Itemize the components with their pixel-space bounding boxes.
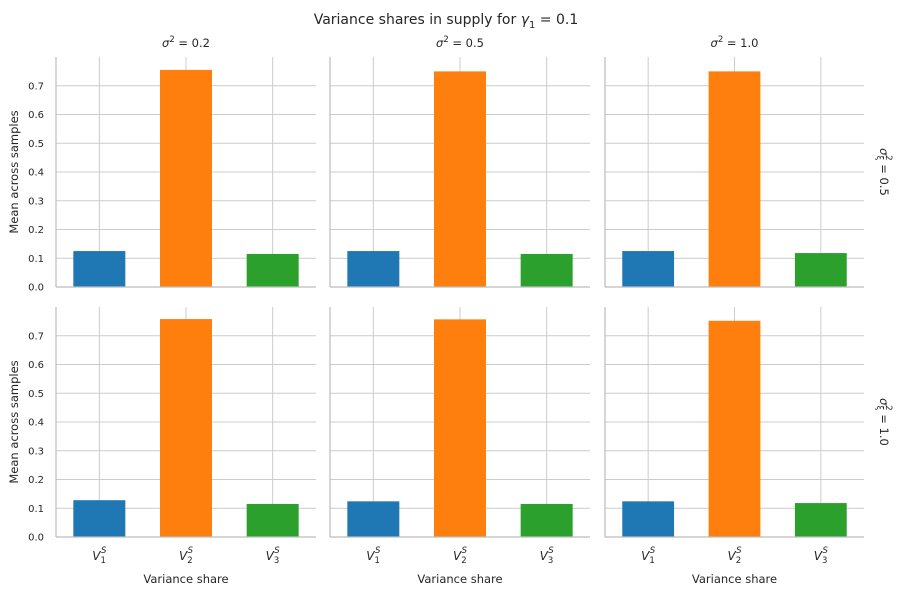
x-tick-label: V3S xyxy=(540,546,555,566)
bar-v-1-s xyxy=(73,500,126,537)
x-tick-label: V2S xyxy=(179,546,194,566)
bar-v-3-s xyxy=(246,253,299,287)
y-tick-label: 0.7 xyxy=(28,81,44,92)
figure-title: Variance shares in supply for γ1 = 0.1 xyxy=(314,12,579,31)
panel-r1-c1: 0.0 0.1 0.2 0.3 0.4 0.5 0.6 0.7 σ2 = 0.2 Mean acr… xyxy=(7,35,316,294)
y-tick-label: 0.6 xyxy=(28,360,44,371)
x-axis-label: Variance share xyxy=(417,572,502,586)
bar-v-3-s xyxy=(246,503,299,537)
y-tick-label: 0.3 xyxy=(28,446,44,457)
y-tick-label: 0.5 xyxy=(28,389,44,400)
bar-v-1-s xyxy=(347,501,400,537)
panels-layer: 0.0 0.1 0.2 0.3 0.4 0.5 0.6 0.7 σ2 = 0.2 Mean acr… xyxy=(7,35,893,586)
y-tick-label: 0.6 xyxy=(28,110,44,121)
x-tick-label: V1S xyxy=(641,546,656,566)
bar-v-1-s xyxy=(347,251,400,287)
x-tick-label: V3S xyxy=(814,546,829,566)
y-tick-label: 0.1 xyxy=(28,504,44,515)
y-axis-label: Mean across samples xyxy=(7,110,21,233)
x-tick-label: V2S xyxy=(727,546,742,566)
y-tick-label: 0.2 xyxy=(28,475,44,486)
x-tick-label: V1S xyxy=(92,546,107,566)
row-title: σξ2 = 1.0 xyxy=(874,398,893,446)
bar-v-1-s xyxy=(73,251,126,287)
x-axis-label: Variance share xyxy=(143,572,228,586)
panel-r1-c2: σ2 = 0.5 xyxy=(329,35,590,288)
bar-v-3-s xyxy=(520,253,573,287)
bar-v-2-s xyxy=(434,319,486,537)
y-tick-label: 0.5 xyxy=(28,139,44,150)
panel-r2-c3: σξ2 = 1.0 V1S V2S V3S Variance share xyxy=(604,307,893,586)
bar-v-2-s xyxy=(160,319,212,537)
bar-v-1-s xyxy=(622,501,675,537)
panel-r2-c1: 0.0 0.1 0.2 0.3 0.4 0.5 0.6 0.7 Mean across samp… xyxy=(7,307,316,586)
y-tick-label: 0.4 xyxy=(28,418,44,429)
bar-v-3-s xyxy=(794,503,847,537)
bar-v-2-s xyxy=(708,320,761,537)
y-axis-label: Mean across samples xyxy=(7,360,21,483)
y-tick-label: 0.3 xyxy=(28,196,44,207)
x-tick-label: V1S xyxy=(366,546,381,566)
bar-v-2-s xyxy=(434,71,486,287)
bar-v-1-s xyxy=(622,251,675,287)
panel-r1-c3: σ2 = 1.0 σξ2 = 0.5 xyxy=(604,35,893,288)
bar-v-3-s xyxy=(520,503,573,537)
y-tick-label: 0.2 xyxy=(28,225,44,236)
y-tick-label: 0.0 xyxy=(28,283,44,294)
column-title: σ2 = 0.5 xyxy=(436,35,484,50)
y-tick-label: 0.4 xyxy=(28,168,44,179)
x-axis-label: Variance share xyxy=(692,572,777,586)
column-title: σ2 = 0.2 xyxy=(162,35,210,50)
column-title: σ2 = 1.0 xyxy=(711,35,759,50)
x-tick-label: V2S xyxy=(453,546,468,566)
bar-v-3-s xyxy=(794,253,847,287)
bar-v-2-s xyxy=(160,69,212,287)
panel-r2-c2: V1S V2S V3S Variance share xyxy=(329,307,590,586)
y-tick-label: 0.1 xyxy=(28,254,44,265)
x-tick-label: V3S xyxy=(266,546,281,566)
y-tick-label: 0.0 xyxy=(28,533,44,544)
row-title: σξ2 = 0.5 xyxy=(874,148,893,196)
bar-v-2-s xyxy=(708,71,761,287)
y-tick-label: 0.7 xyxy=(28,331,44,342)
